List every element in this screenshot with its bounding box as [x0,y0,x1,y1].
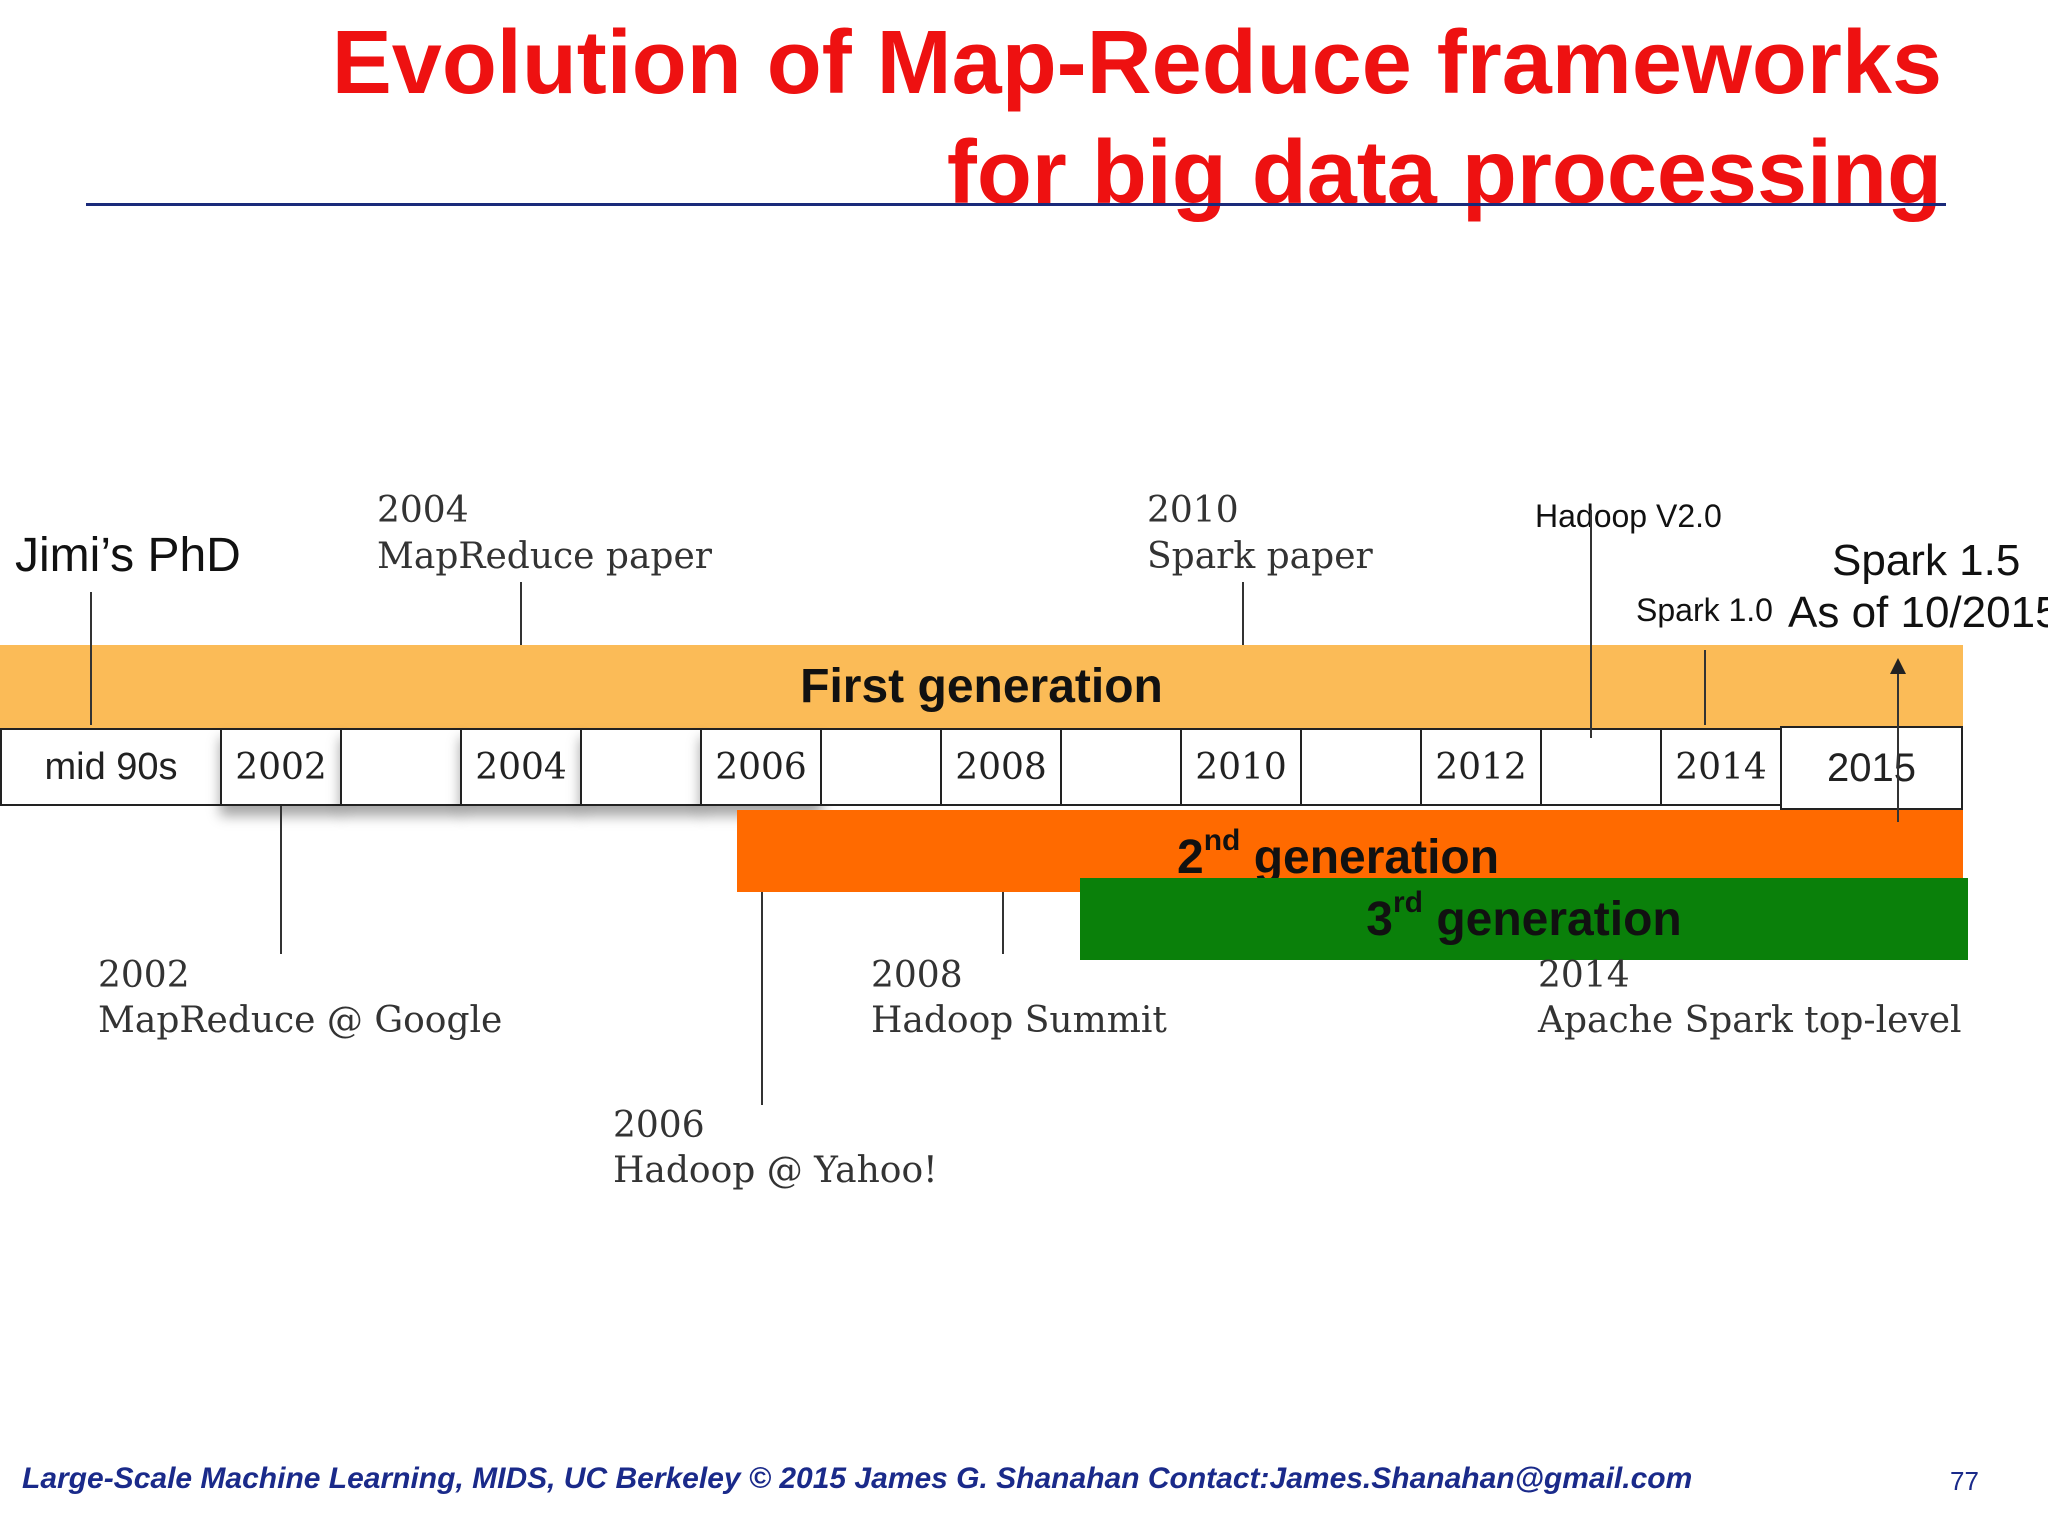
spark-paper-connector [1242,582,1244,645]
timeline-cell-label: mid 90s [44,745,178,788]
summit-year: 2008 [871,955,963,996]
timeline-cell-label: 2015 [1827,745,1916,790]
mapreduce-paper-label: MapReduce paper [377,536,712,577]
timeline-cell-label: 2010 [1195,746,1287,788]
page-number: 77 [1950,1466,1979,1496]
timeline-cell-label: 2008 [955,746,1047,788]
spark-1-5-date: As of 10/2015 [1788,588,2048,637]
slide-title-line-2: for big data processing [946,123,1942,223]
timeline-cell: 2012 [1420,728,1542,806]
third-generation-ordinal: 3 [1366,892,1393,946]
slide-footer: Large-Scale Machine Learning, MIDS, UC B… [22,1462,1693,1495]
timeline-cell: 2004 [460,728,582,806]
arrow-up-icon [1890,658,1906,674]
first-generation-label: First generation [800,660,1163,713]
timeline-cell: 2006 [700,728,822,806]
spark-1-5-arrow-shaft [1897,672,1899,822]
title-underline [86,203,1946,206]
timeline-cell: mid 90s [0,728,222,806]
timeline-cell [1540,728,1662,806]
third-generation-band: 3rd generation [1080,878,1968,960]
timeline-cell [1300,728,1422,806]
timeline-cell [1060,728,1182,806]
timeline-cell: 2002 [220,728,342,806]
timeline-cell: 2015 [1780,726,1963,810]
second-generation-text: generation [1240,831,1500,884]
timeline-cell [580,728,702,806]
timeline-cell-label: 2004 [475,746,567,788]
mapreduce-paper-connector [520,582,522,645]
spark-paper-label: Spark paper [1147,536,1373,577]
timeline-cell: 2008 [940,728,1062,806]
spark-1-5-date-clip: As of 10/2015 [1788,588,2048,644]
second-generation-suffix: nd [1203,824,1241,857]
apache-spark-label: Apache Spark top-level [1538,1000,1962,1041]
summit-connector [1002,892,1004,954]
spark-paper-year: 2010 [1147,490,1239,531]
third-generation-suffix: rd [1393,885,1423,919]
timeline-cell-label: 2002 [235,746,327,788]
apache-spark-year: 2014 [1538,955,1630,996]
spark-1-0-connector [1704,650,1706,725]
slide-title-line-1: Evolution of Map-Reduce frameworks [331,13,1942,113]
google-label: MapReduce @ Google [98,1000,503,1041]
hadoop-v2-connector [1590,510,1592,738]
timeline-cell: 2010 [1180,728,1302,806]
timeline-cell-label: 2014 [1675,746,1767,788]
hadoop-v2-label: Hadoop V2.0 [1535,498,1722,534]
timeline-cell-label: 2006 [715,746,807,788]
mapreduce-paper-year: 2004 [377,490,469,531]
timeline-cell [820,728,942,806]
third-generation-text: generation [1423,892,1682,946]
jimi-phd-connector [90,592,92,725]
google-connector [280,806,282,954]
first-generation-band: First generation [0,645,1963,728]
timeline-cell-label: 2012 [1435,746,1527,788]
second-generation-ordinal: 2 [1177,831,1204,884]
yahoo-year: 2006 [613,1105,705,1146]
spark-1-5-label: Spark 1.5 [1832,536,2021,585]
third-generation-label: 3rd generation [1366,886,1682,947]
second-generation-label: 2nd generation [1177,813,1499,892]
timeline-cell [340,728,462,806]
jimi-phd-label: Jimi’s PhD [15,529,241,582]
summit-label: Hadoop Summit [871,1000,1167,1041]
yahoo-label: Hadoop @ Yahoo! [613,1150,938,1191]
spark-1-0-label: Spark 1.0 [1636,592,1773,628]
timeline-cell: 2014 [1660,728,1782,806]
yahoo-connector [761,892,763,1105]
google-year: 2002 [98,955,190,996]
